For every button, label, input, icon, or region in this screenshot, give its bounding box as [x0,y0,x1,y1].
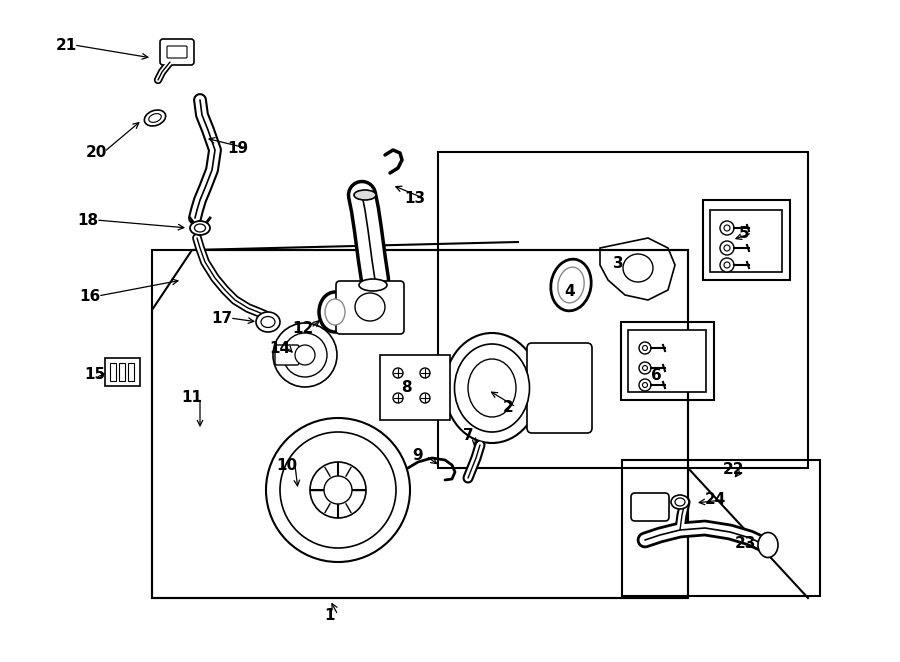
Bar [622,460,820,596]
Circle shape [420,393,430,403]
Ellipse shape [354,190,376,200]
Ellipse shape [623,254,653,282]
Circle shape [280,432,396,548]
Ellipse shape [558,267,584,303]
Circle shape [393,368,403,378]
Text: 18: 18 [77,213,99,228]
Circle shape [295,345,315,365]
Text: 7: 7 [463,428,473,442]
Ellipse shape [454,344,529,432]
Text: 5: 5 [739,226,750,240]
Circle shape [720,221,734,235]
Circle shape [643,365,647,371]
Ellipse shape [194,224,205,232]
Circle shape [273,323,337,387]
Text: 21: 21 [56,38,76,52]
Bar [628,330,706,392]
Bar [119,363,125,381]
Circle shape [643,346,647,350]
Text: 19: 19 [228,140,248,156]
Text: 8: 8 [400,381,411,395]
Circle shape [639,379,651,391]
Ellipse shape [551,259,591,311]
Ellipse shape [758,532,778,557]
Text: 16: 16 [79,289,101,303]
FancyBboxPatch shape [631,493,669,521]
Bar [380,355,450,420]
Circle shape [720,258,734,272]
Text: 15: 15 [85,367,105,381]
Bar [621,322,714,400]
Text: 4: 4 [564,283,575,299]
Ellipse shape [261,316,275,328]
Text: 11: 11 [182,391,202,406]
Circle shape [310,462,366,518]
Circle shape [639,342,651,354]
Text: 23: 23 [734,536,756,551]
Bar [710,210,782,272]
Text: 17: 17 [212,310,232,326]
Circle shape [643,383,647,387]
Circle shape [724,245,730,251]
Ellipse shape [675,498,685,506]
Ellipse shape [325,299,345,325]
Ellipse shape [355,293,385,321]
Text: 12: 12 [292,320,313,336]
Ellipse shape [359,279,387,291]
Ellipse shape [468,359,516,417]
Circle shape [324,476,352,504]
Bar [105,358,140,386]
Ellipse shape [144,110,166,126]
Bar [438,152,808,468]
Text: 6: 6 [651,367,661,383]
Text: 20: 20 [86,144,107,160]
Circle shape [283,333,327,377]
Circle shape [720,241,734,255]
Ellipse shape [445,333,539,443]
Ellipse shape [256,312,280,332]
Circle shape [266,418,410,562]
Ellipse shape [319,292,351,332]
Bar [703,200,790,280]
Circle shape [393,393,403,403]
FancyBboxPatch shape [160,39,194,65]
Text: 10: 10 [276,457,298,473]
FancyBboxPatch shape [167,46,187,58]
Circle shape [639,362,651,374]
Text: 13: 13 [404,191,426,205]
Text: 14: 14 [269,340,291,355]
Ellipse shape [190,221,210,235]
Text: 3: 3 [613,256,624,271]
Circle shape [724,225,730,231]
Text: 24: 24 [705,493,725,508]
Ellipse shape [148,114,161,122]
FancyBboxPatch shape [336,281,404,334]
Text: 2: 2 [502,399,513,414]
Circle shape [420,368,430,378]
Ellipse shape [671,495,689,509]
FancyBboxPatch shape [275,345,299,365]
Bar [128,363,134,381]
Text: 9: 9 [413,448,423,463]
Text: 1: 1 [325,608,336,622]
Bar [152,250,688,598]
Text: 22: 22 [722,461,743,477]
FancyBboxPatch shape [527,343,592,433]
Bar [110,363,116,381]
Circle shape [724,262,730,268]
